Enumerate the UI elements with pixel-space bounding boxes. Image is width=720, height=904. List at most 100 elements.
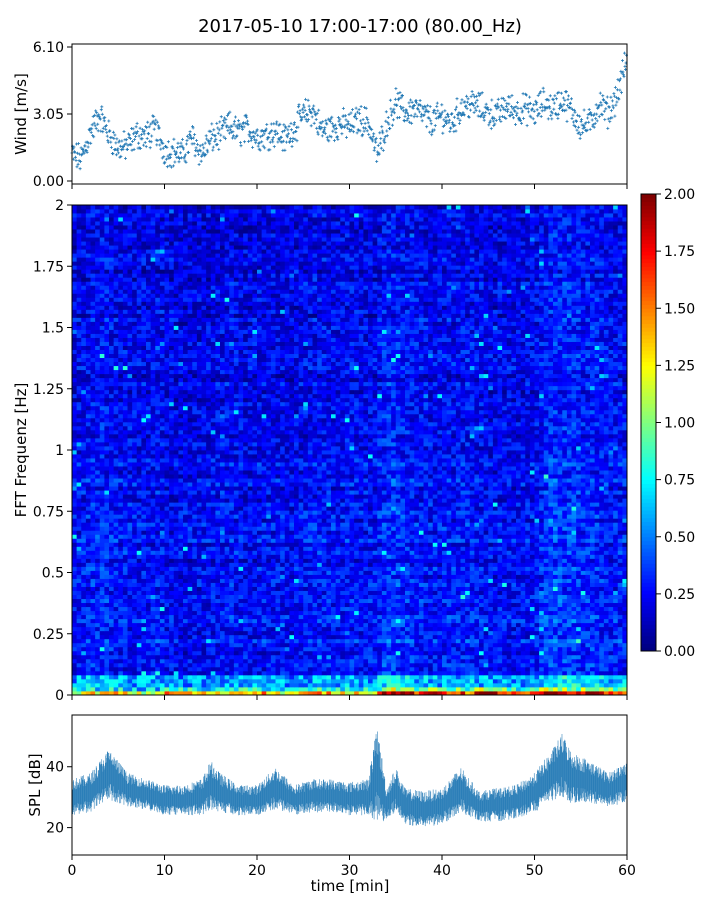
spectrogram-cell [391, 615, 396, 619]
spectrogram-cell [197, 603, 202, 607]
spectrogram-cell [95, 675, 100, 679]
spectrogram-cell [618, 566, 623, 570]
spectrogram-cell [86, 591, 91, 595]
spectrogram-cell [368, 663, 373, 667]
spectrogram-cell [322, 603, 327, 607]
spectrogram-cell [553, 631, 558, 635]
spectrogram-cell [548, 566, 553, 570]
spectrogram-cell [479, 611, 484, 615]
spectrogram-cell [585, 663, 590, 667]
spectrogram-cell [104, 591, 109, 595]
spectrogram-cell [215, 583, 220, 587]
spectrogram-cell [197, 675, 202, 679]
spectrogram-cell [451, 579, 456, 583]
spectrogram-cell [498, 611, 503, 615]
spectrogram-cell [484, 655, 489, 659]
spectrogram-cell [599, 591, 604, 595]
spectrogram-cell [428, 611, 433, 615]
spectrogram-cell [206, 687, 211, 691]
spectrogram-cell [192, 603, 197, 607]
wind-ylabel: Wind [m/s] [12, 73, 30, 155]
spectrogram-cell [248, 623, 253, 627]
spectrogram-cell [488, 615, 493, 619]
spectrogram-cell [502, 679, 507, 683]
spectrogram-cell [585, 647, 590, 651]
spectrogram-cell [400, 639, 405, 643]
spectrogram-cell [165, 579, 170, 583]
spectrogram-cell [326, 627, 331, 631]
spectrogram-cell [567, 619, 572, 623]
spectrogram-cell [160, 647, 165, 651]
spectrogram-cell [442, 627, 447, 631]
spectrogram-cell [326, 631, 331, 635]
spectrogram-cell [165, 671, 170, 675]
spectrogram-cell [257, 607, 262, 611]
spectrogram-cell [419, 679, 424, 683]
spectrogram-cell [428, 599, 433, 603]
spectrogram-cell [405, 591, 410, 595]
spectrogram-cell [178, 575, 183, 579]
spectrogram-cell [215, 647, 220, 651]
spectrogram-cell [243, 639, 248, 643]
spectrogram-cell [132, 619, 137, 623]
spectrogram-cell [428, 631, 433, 635]
spectrogram-cell [585, 687, 590, 691]
spectrogram-cell [511, 647, 516, 651]
spectrogram-cell [456, 595, 461, 599]
spectrogram-cell [479, 603, 484, 607]
spectrogram-cell [104, 655, 109, 659]
spectrogram-cell [266, 599, 271, 603]
spectrogram-cell [239, 627, 244, 631]
spectrogram-cell [572, 579, 577, 583]
spectrogram-cell [285, 583, 290, 587]
spectrogram-cell [95, 631, 100, 635]
spectrogram-cell [461, 575, 466, 579]
spectrogram-cell [165, 623, 170, 627]
spectrogram-cell [132, 599, 137, 603]
spectrogram-cell [77, 671, 82, 675]
spectrogram-cell [387, 635, 392, 639]
spectrogram-cell [72, 575, 77, 579]
spectrogram-cell [123, 675, 128, 679]
spectrogram-cell [581, 667, 586, 671]
spectrogram-cell [465, 643, 470, 647]
spectrogram-cell [206, 647, 211, 651]
spectrogram-cell [581, 671, 586, 675]
spectrogram-cell [114, 623, 119, 627]
spectrogram-cell [474, 575, 479, 579]
spectrogram-cell [562, 631, 567, 635]
spectrogram-cell [299, 575, 304, 579]
spectrogram-cell [447, 599, 452, 603]
spectrogram-cell [539, 655, 544, 659]
spectrogram-cell [91, 635, 96, 639]
spectrogram-cell [91, 623, 96, 627]
spectrogram-cell [192, 667, 197, 671]
spectrogram-cell [211, 575, 216, 579]
spectrogram-cell [276, 667, 281, 671]
spectrogram-cell [548, 623, 553, 627]
spectrogram-cell [354, 599, 359, 603]
spectrogram-cell [183, 575, 188, 579]
spectrogram-cell [428, 639, 433, 643]
spectrogram-cell [562, 679, 567, 683]
spectrogram-cell [72, 643, 77, 647]
spectrogram-cell [461, 623, 466, 627]
spectrogram-cell [525, 667, 530, 671]
spectrogram-cell [442, 675, 447, 679]
spectrogram-cell [308, 675, 313, 679]
spectrogram-cell [451, 683, 456, 687]
spectrogram-cell [174, 595, 179, 599]
spectrogram-cell [396, 566, 401, 570]
spectrogram-cell [567, 603, 572, 607]
spectrogram-cell [104, 635, 109, 639]
spectrogram-cell [521, 659, 526, 663]
spectrogram-cell [225, 570, 230, 574]
spectrogram-cell [530, 570, 535, 574]
spectrogram-cell [456, 635, 461, 639]
spectrogram-cell [81, 647, 86, 651]
spectrogram-cell [567, 611, 572, 615]
spectrogram-cell [368, 643, 373, 647]
spectrogram-cell [118, 675, 123, 679]
spectrogram-cell [188, 667, 193, 671]
spectrogram-cell [234, 631, 239, 635]
